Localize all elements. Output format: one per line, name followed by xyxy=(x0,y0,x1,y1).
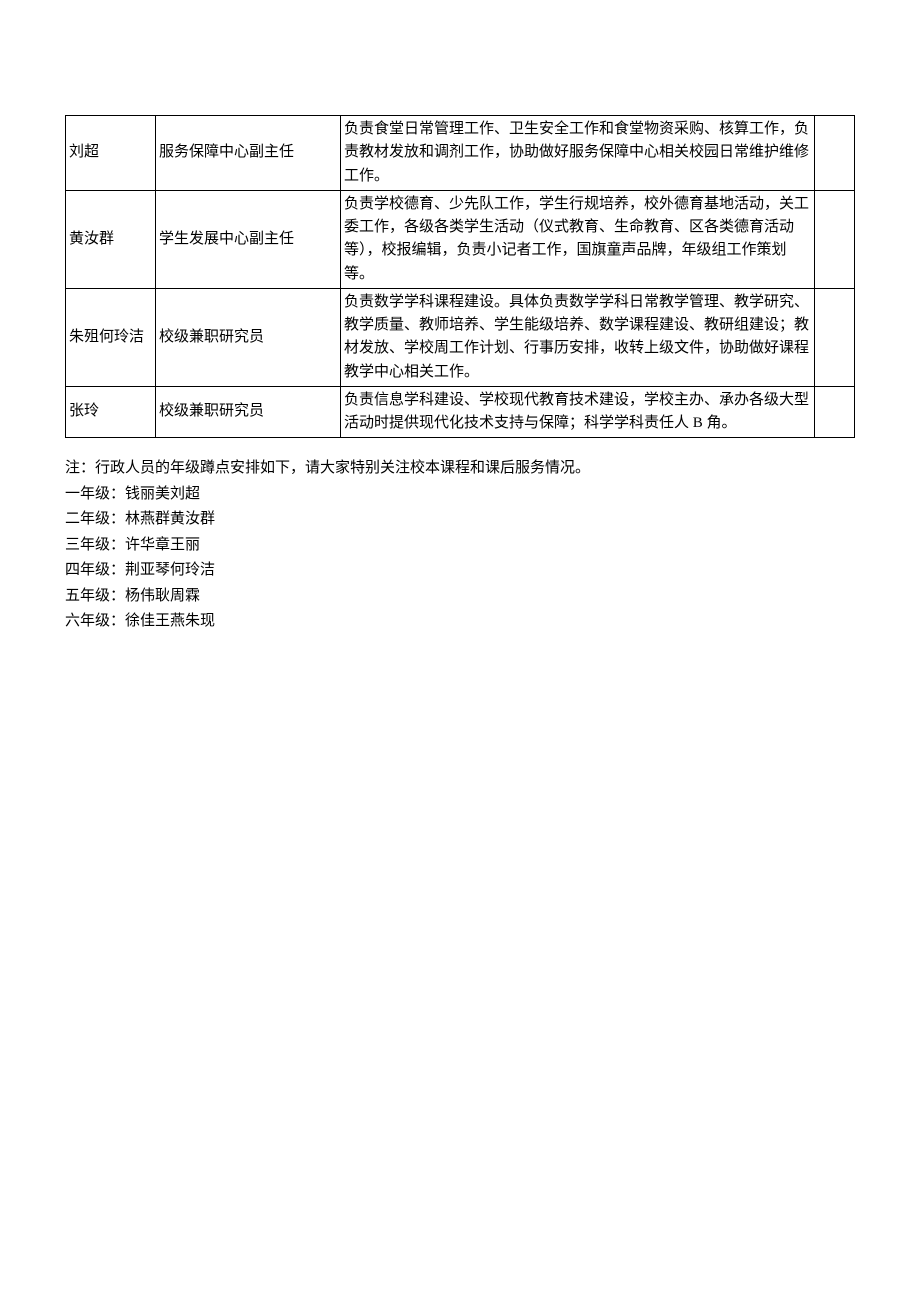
notes-line: 三年级：许华章王丽 xyxy=(65,533,855,559)
cell-desc: 负责学校德育、少先队工作，学生行规培养，校外德育基地活动，关工委工作，各级各类学… xyxy=(341,190,815,288)
table-row: 张玲 校级兼职研究员 负责信息学科建设、学校现代教育技术建设，学校主办、承办各级… xyxy=(66,386,855,438)
cell-desc: 负责信息学科建设、学校现代教育技术建设，学校主办、承办各级大型活动时提供现代化技… xyxy=(341,386,815,438)
cell-name: 张玲 xyxy=(66,386,156,438)
cell-empty xyxy=(815,386,855,438)
cell-name: 刘超 xyxy=(66,116,156,191)
notes-line: 四年级：荆亚琴何玲洁 xyxy=(65,558,855,584)
notes-section: 注：行政人员的年级蹲点安排如下，请大家特别关注校本课程和课后服务情况。 一年级：… xyxy=(65,456,855,635)
staff-table: 刘超 服务保障中心副主任 负责食堂日常管理工作、卫生安全工作和食堂物资采购、核算… xyxy=(65,115,855,438)
cell-title: 校级兼职研究员 xyxy=(156,288,341,386)
cell-empty xyxy=(815,288,855,386)
staff-table-body: 刘超 服务保障中心副主任 负责食堂日常管理工作、卫生安全工作和食堂物资采购、核算… xyxy=(66,116,855,438)
notes-line: 六年级：徐佳王燕朱现 xyxy=(65,609,855,635)
notes-intro: 注：行政人员的年级蹲点安排如下，请大家特别关注校本课程和课后服务情况。 xyxy=(65,456,855,482)
cell-name: 朱殂何玲洁 xyxy=(66,288,156,386)
table-row: 朱殂何玲洁 校级兼职研究员 负责数学学科课程建设。具体负责数学学科日常教学管理、… xyxy=(66,288,855,386)
cell-title: 学生发展中心副主任 xyxy=(156,190,341,288)
cell-empty xyxy=(815,116,855,191)
notes-line: 二年级：林燕群黄汝群 xyxy=(65,507,855,533)
cell-desc: 负责数学学科课程建设。具体负责数学学科日常教学管理、教学研究、教学质量、教师培养… xyxy=(341,288,815,386)
table-row: 黄汝群 学生发展中心副主任 负责学校德育、少先队工作，学生行规培养，校外德育基地… xyxy=(66,190,855,288)
cell-empty xyxy=(815,190,855,288)
cell-desc: 负责食堂日常管理工作、卫生安全工作和食堂物资采购、核算工作，负责教材发放和调剂工… xyxy=(341,116,815,191)
cell-name: 黄汝群 xyxy=(66,190,156,288)
notes-line: 五年级：杨伟耿周霖 xyxy=(65,584,855,610)
notes-line: 一年级：钱丽美刘超 xyxy=(65,482,855,508)
cell-title: 服务保障中心副主任 xyxy=(156,116,341,191)
cell-title: 校级兼职研究员 xyxy=(156,386,341,438)
table-row: 刘超 服务保障中心副主任 负责食堂日常管理工作、卫生安全工作和食堂物资采购、核算… xyxy=(66,116,855,191)
